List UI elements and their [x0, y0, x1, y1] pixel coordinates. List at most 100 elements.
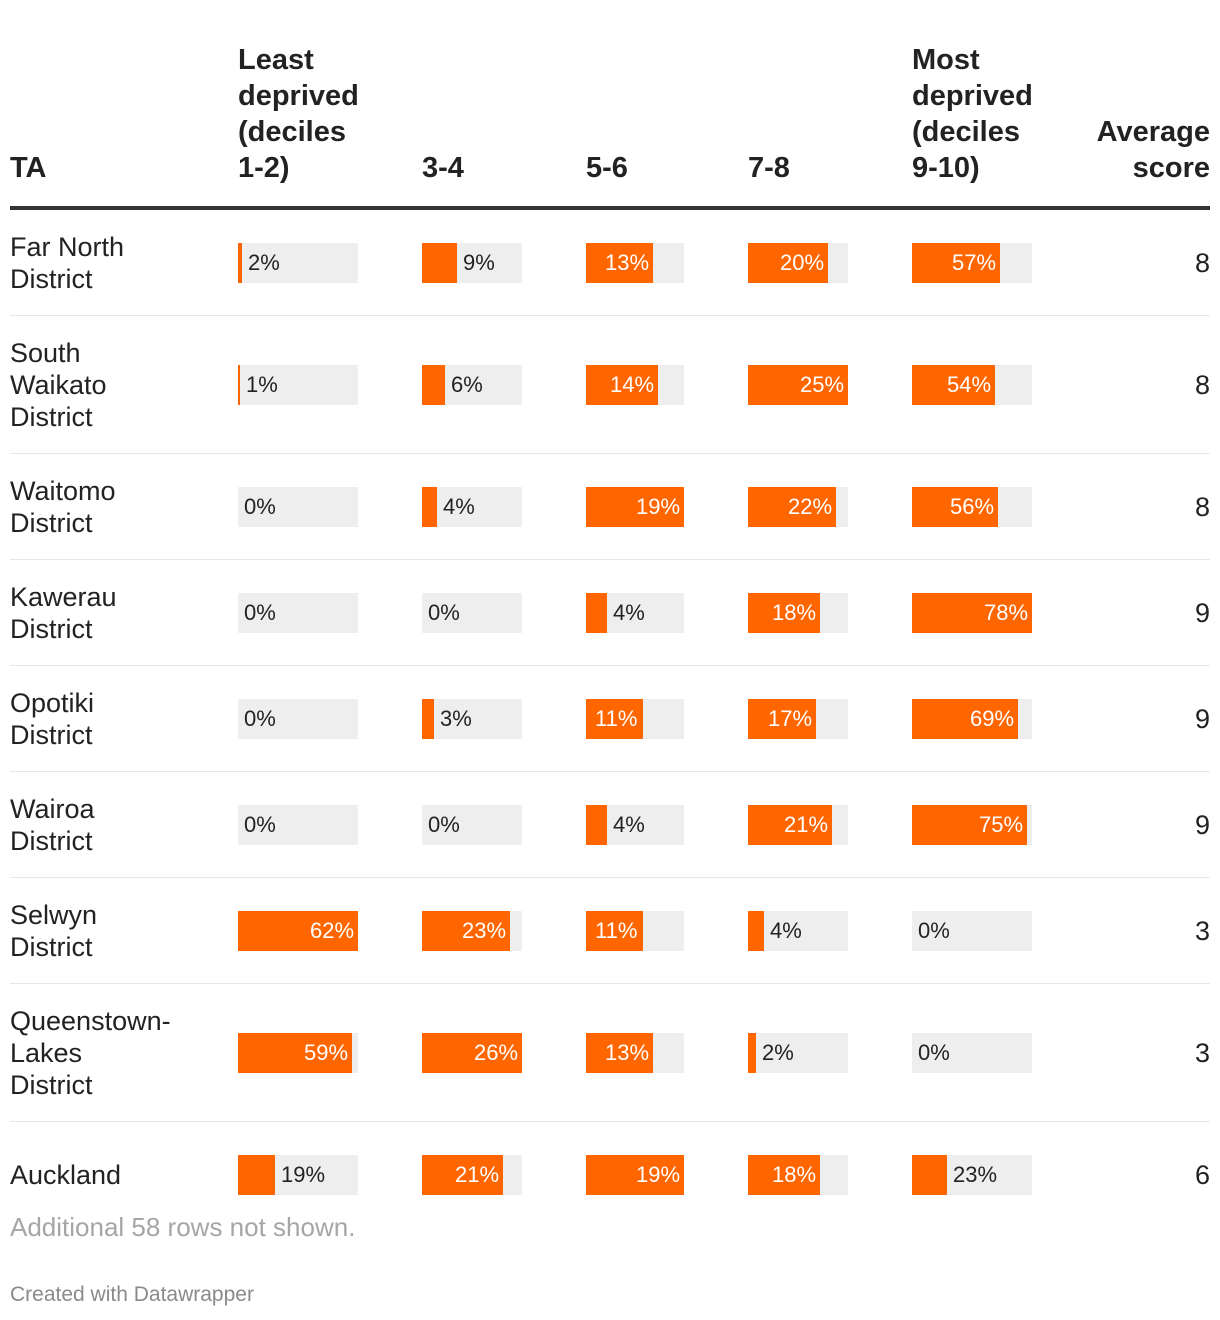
ta-name: Queenstown- Lakes District [10, 1005, 210, 1101]
ta-name-line: Opotiki [10, 688, 95, 718]
table-row[interactable]: Opotiki District 0% 3% 11% 17% 69% 9 [10, 666, 1210, 772]
bar-track: 59% [238, 1033, 358, 1073]
header-line: Average [1096, 116, 1210, 148]
bar-value-label: 9% [463, 250, 495, 275]
bar [238, 365, 240, 405]
table-row[interactable]: Kawerau District 0% 0% 4% 18% 78% 9 [10, 560, 1210, 666]
bar-track: 20% [748, 243, 848, 283]
bar [586, 1033, 653, 1073]
bar-value-label: 0% [918, 918, 950, 943]
bar-value-label: 22% [788, 494, 833, 519]
bar-track: 19% [586, 1155, 684, 1195]
ta-name-line: Far North [10, 232, 125, 262]
bar [748, 243, 828, 283]
ta-name: Wairoa District [10, 793, 210, 857]
bar-value-label: 56% [950, 494, 995, 519]
header-5-6[interactable]: 5-6 [586, 152, 628, 184]
bar-value-label: 2% [248, 250, 280, 275]
bar-track: 0% [422, 593, 522, 633]
average-score: 6 [1194, 1160, 1210, 1190]
average-score: 9 [1194, 810, 1210, 840]
table-row[interactable]: Queenstown- Lakes District 59% 26% 13% 2% 0% 3 [10, 984, 1210, 1122]
bar [238, 243, 242, 283]
bar-value-label: 19% [281, 1162, 326, 1187]
table-row[interactable]: Far North District 2% 9% 13% 20% 57% 8 [10, 210, 1210, 316]
bar-value-label: 21% [784, 812, 829, 837]
bar-track: 14% [586, 365, 684, 405]
bar-track: 21% [748, 805, 848, 845]
bar [238, 1033, 352, 1073]
table-row[interactable]: South Waikato District 1% 6% 14% 25% 54% 8 [10, 316, 1210, 454]
bar-value-label: 69% [970, 706, 1015, 731]
bar-value-label: 17% [768, 706, 813, 731]
ta-name-line: District [10, 402, 93, 432]
bar-value-label: 2% [762, 1040, 794, 1065]
bar-value-label: 0% [244, 494, 276, 519]
datawrapper-credit[interactable]: Created with Datawrapper [10, 1283, 254, 1306]
header-average-score[interactable]: Average score [1097, 114, 1210, 186]
ta-name-line: District [10, 1070, 93, 1100]
header-line: 1-2) [238, 152, 290, 184]
header-most-deprived[interactable]: Most deprived (deciles 9-10) [912, 42, 1052, 186]
table-row[interactable]: Selwyn District 62% 23% 11% 4% 0% 3 [10, 878, 1210, 984]
table-row[interactable]: Wairoa District 0% 0% 4% 21% 75% 9 [10, 772, 1210, 878]
bar-value-label: 54% [947, 372, 992, 397]
bar-value-label: 25% [800, 372, 845, 397]
average-score: 8 [1194, 370, 1210, 400]
header-7-8[interactable]: 7-8 [748, 152, 790, 184]
header-line: (deciles [238, 116, 346, 148]
ta-name-line: District [10, 614, 93, 644]
bar-track: 0% [238, 487, 358, 527]
ta-name-line: Selwyn [10, 900, 98, 930]
bar-track: 9% [422, 243, 522, 283]
bar [912, 593, 1032, 633]
bar-track: 0% [422, 805, 522, 845]
bar-value-label: 4% [770, 918, 802, 943]
bar-value-label: 13% [605, 1040, 650, 1065]
ta-name-line: District [10, 720, 93, 750]
bar-track: 57% [912, 243, 1032, 283]
bar-track: 11% [586, 911, 684, 951]
bar-track: 2% [748, 1033, 848, 1073]
bar [586, 805, 607, 845]
bar-value-label: 11% [595, 918, 638, 943]
header-line: deprived [912, 80, 1033, 112]
bar-track: 0% [238, 593, 358, 633]
bar-track: 26% [422, 1033, 522, 1073]
ta-name: Kawerau District [10, 581, 210, 645]
bar-track: 0% [912, 1033, 1032, 1073]
header-line: Most [912, 44, 980, 76]
bar [748, 593, 820, 633]
bar [748, 365, 848, 405]
bar-track: 0% [912, 911, 1032, 951]
bar [586, 1155, 684, 1195]
bar-track: 13% [586, 1033, 684, 1073]
bar-track: 17% [748, 699, 848, 739]
bar [586, 365, 658, 405]
header-3-4[interactable]: 3-4 [422, 152, 464, 184]
ta-name-line: Lakes [10, 1038, 83, 1068]
bar-value-label: 62% [310, 918, 355, 943]
bar-value-label: 0% [428, 812, 460, 837]
header-ta[interactable]: TA [10, 152, 47, 184]
ta-name-line: South [10, 338, 81, 368]
bar-value-label: 19% [636, 494, 681, 519]
bar-track: 18% [748, 1155, 848, 1195]
header-least-deprived[interactable]: Least deprived (deciles 1-2) [238, 42, 378, 186]
ta-name: Far North District [10, 231, 210, 295]
bar [748, 911, 764, 951]
bar-track: 56% [912, 487, 1032, 527]
table-row[interactable]: Auckland 19% 21% 19% 18% 23% 6 [10, 1122, 1210, 1228]
table-header: TA Least deprived (deciles 1-2) 3-4 5-6 … [10, 0, 1210, 210]
bar [422, 1033, 522, 1073]
table-row[interactable]: Waitomo District 0% 4% 19% 22% 56% 8 [10, 454, 1210, 560]
bar-value-label: 78% [984, 600, 1029, 625]
ta-name-line: Auckland [10, 1160, 122, 1190]
bar-track: 62% [238, 911, 358, 951]
bar [422, 365, 445, 405]
bar-value-label: 3% [440, 706, 472, 731]
bar-track: 22% [748, 487, 848, 527]
bar-track: 78% [912, 593, 1032, 633]
bar-track: 3% [422, 699, 522, 739]
bar-track: 4% [586, 593, 684, 633]
